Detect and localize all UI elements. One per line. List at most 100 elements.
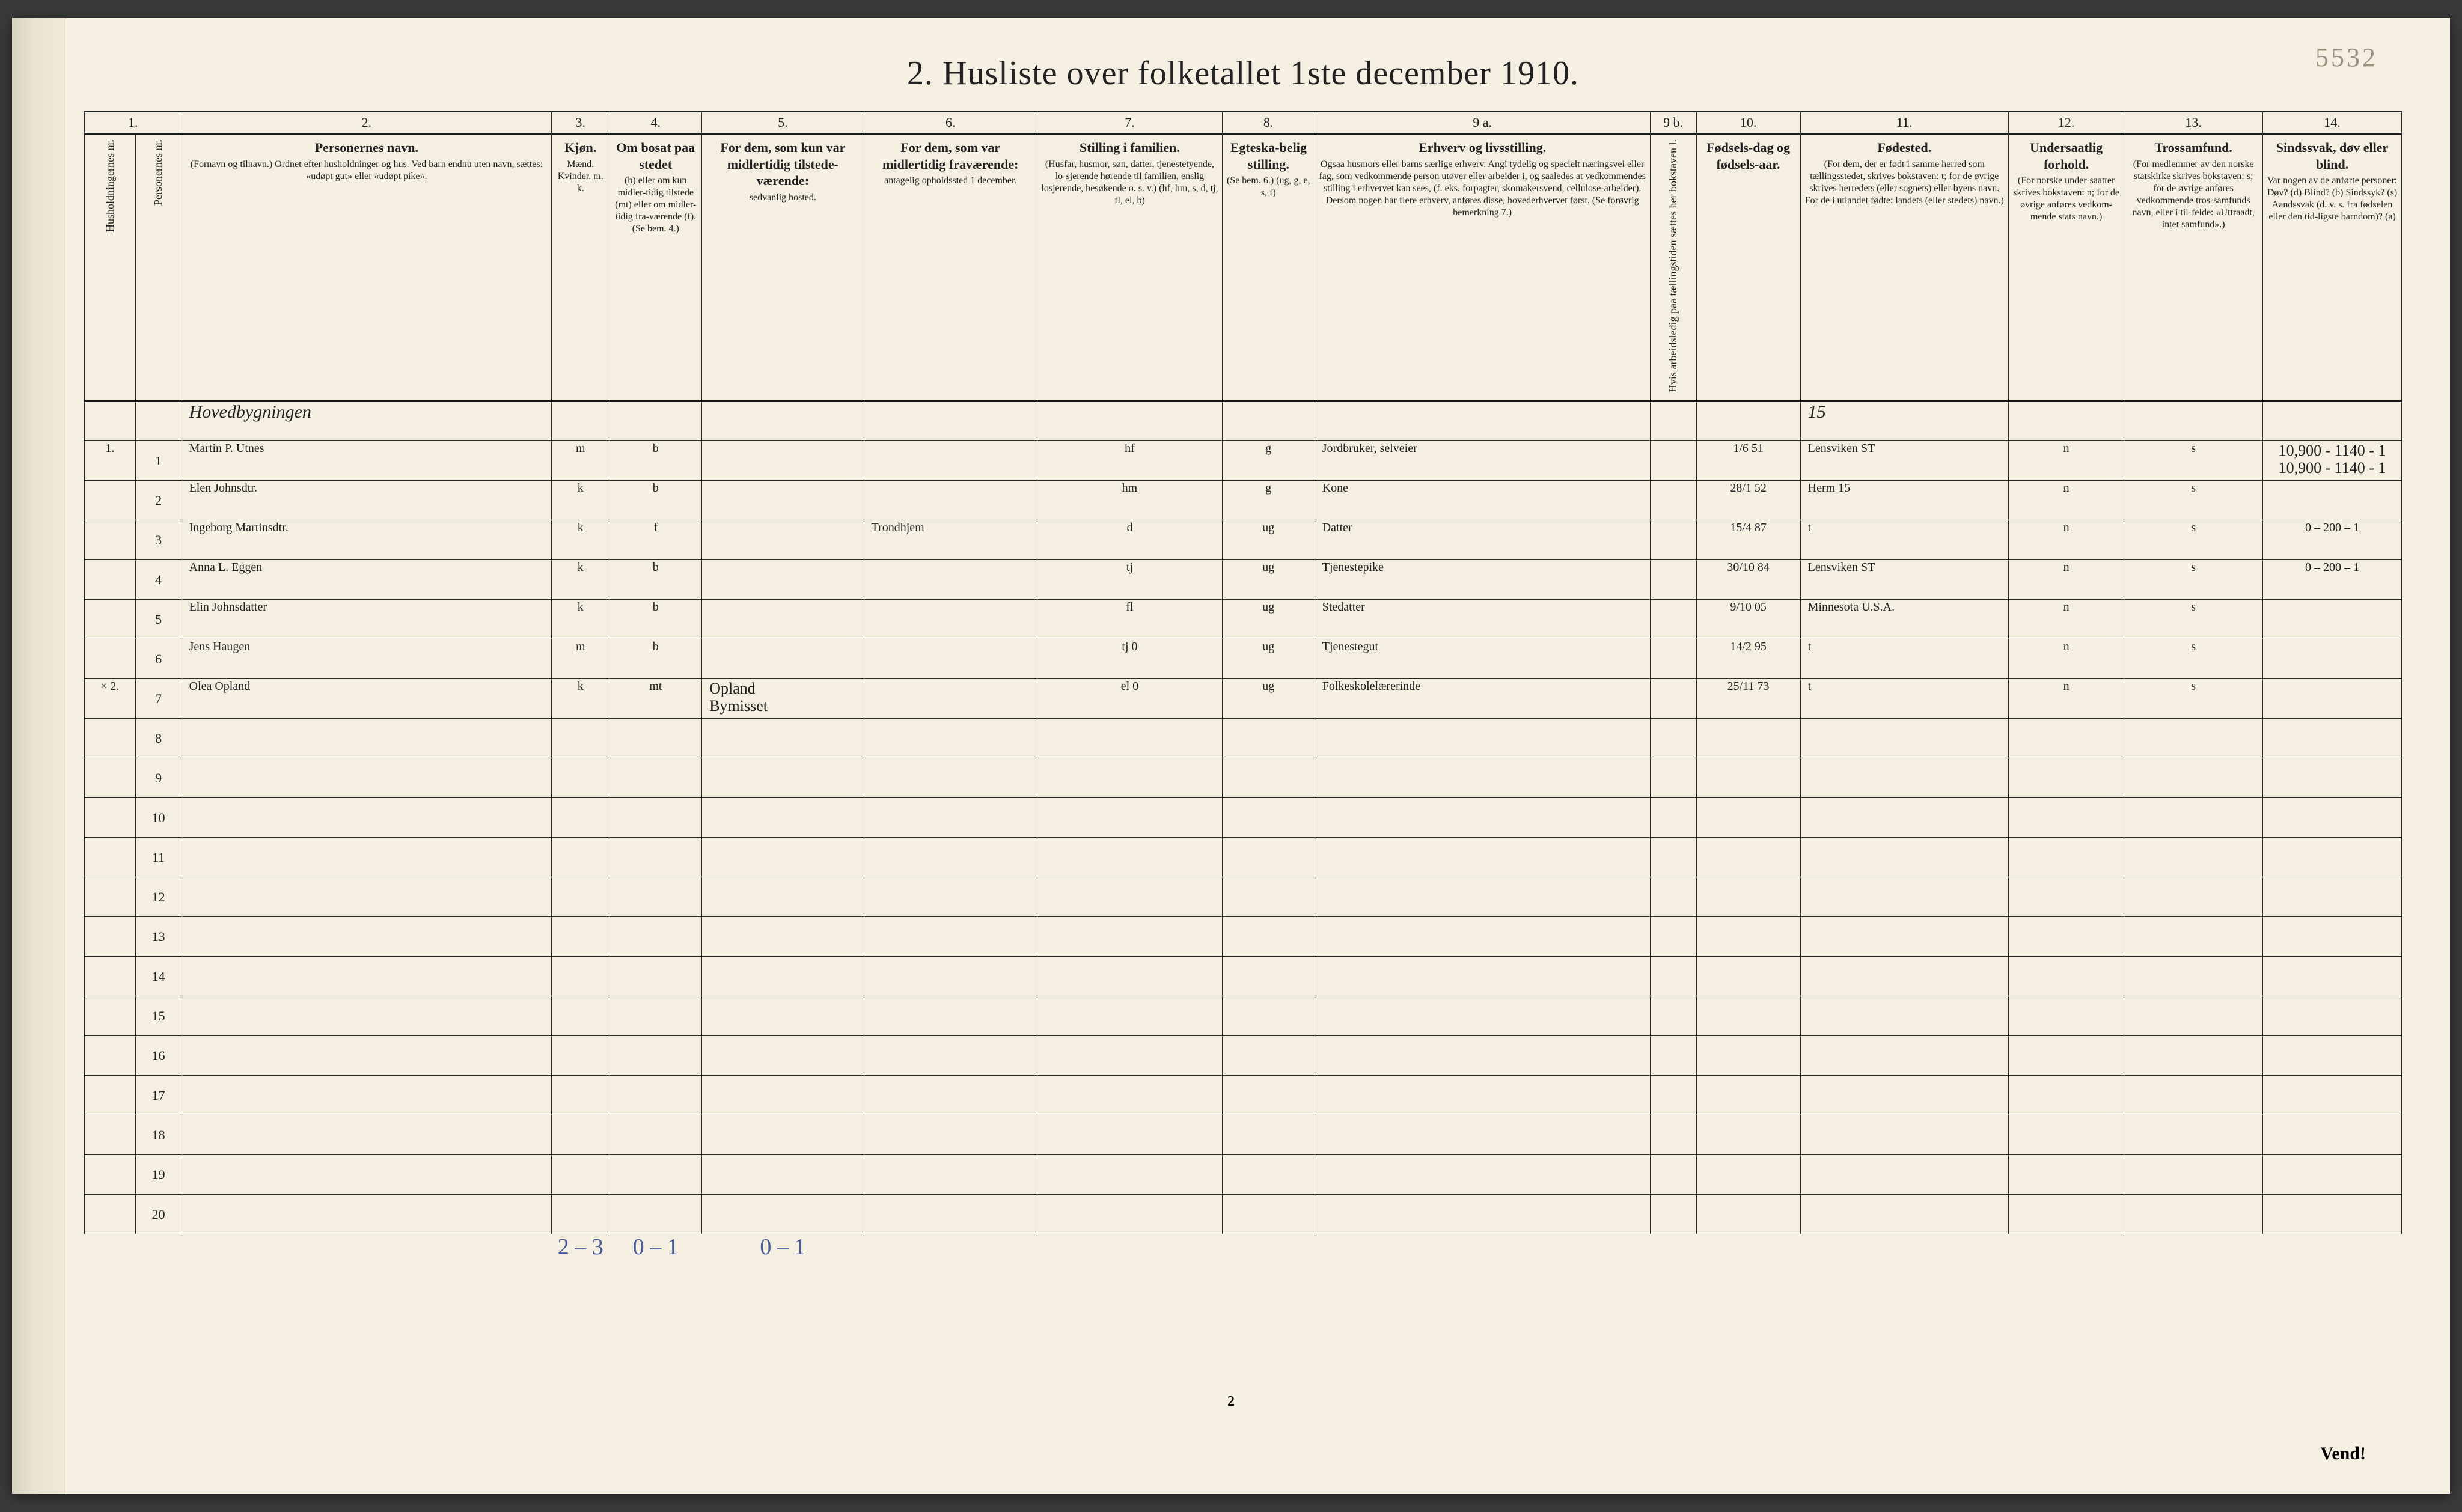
census-page: 5532 2. Husliste over folketallet 1ste d… — [12, 18, 2450, 1494]
empty-cell — [2124, 1155, 2263, 1195]
temp-present-place — [702, 639, 864, 679]
temp-absent-place — [864, 639, 1037, 679]
empty-cell — [2008, 1076, 2124, 1115]
nationality: n — [2008, 560, 2124, 600]
temp-present-place — [702, 481, 864, 520]
occupation: Kone — [1315, 481, 1650, 520]
table-row: 9 — [85, 758, 2402, 798]
tally-cell — [1650, 1234, 1696, 1274]
sex: m — [552, 441, 609, 481]
person-no: 12 — [135, 877, 182, 917]
empty-cell — [182, 838, 552, 877]
empty-cell — [609, 1155, 702, 1195]
table-row: 19 — [85, 1155, 2402, 1195]
empty-cell — [1315, 1195, 1650, 1234]
table-row: 3Ingeborg Martinsdtr.kfTrondhjemdugDatte… — [85, 520, 2402, 560]
empty-cell — [1696, 957, 1800, 996]
disability-notes: 10,900 - 1140 - 1 10,900 - 1140 - 1 — [2263, 441, 2402, 481]
empty-cell — [2124, 996, 2263, 1036]
empty-cell — [1696, 917, 1800, 957]
family-position: tj — [1037, 560, 1223, 600]
colnum-13: 13. — [2124, 112, 2263, 134]
hdr-family-pos: Stilling i familien.(Husfar, husmor, søn… — [1037, 134, 1223, 401]
empty-cell — [1696, 1036, 1800, 1076]
empty-cell — [552, 877, 609, 917]
empty-cell — [1650, 838, 1696, 877]
person-no: 7 — [135, 679, 182, 719]
hdr-person-no: Personernes nr. — [135, 134, 182, 401]
empty-cell — [864, 1155, 1037, 1195]
colnum-11: 11. — [1800, 112, 2008, 134]
household-no — [85, 520, 136, 560]
sex: m — [552, 639, 609, 679]
empty-cell — [864, 957, 1037, 996]
temp-present-place — [702, 520, 864, 560]
table-row: 2Elen Johnsdtr.kbhmgKone28/1 52Herm 15ns — [85, 481, 2402, 520]
temp-present-place — [702, 401, 864, 441]
empty-cell — [864, 917, 1037, 957]
empty-cell — [85, 838, 136, 877]
empty-cell — [1800, 798, 2008, 838]
residence-status: f — [609, 520, 702, 560]
residence-status: b — [609, 481, 702, 520]
family-position: d — [1037, 520, 1223, 560]
birthplace: t — [1800, 639, 2008, 679]
empty-cell — [2008, 1036, 2124, 1076]
empty-cell — [609, 719, 702, 758]
empty-cell — [1800, 1195, 2008, 1234]
empty-cell — [2008, 798, 2124, 838]
birthdate: 28/1 52 — [1696, 481, 1800, 520]
empty-cell — [1222, 798, 1315, 838]
empty-cell — [864, 1076, 1037, 1115]
empty-cell — [2124, 1036, 2263, 1076]
marital-status: g — [1222, 441, 1315, 481]
table-row: 14 — [85, 957, 2402, 996]
disability-notes — [2263, 639, 2402, 679]
household-no — [85, 481, 136, 520]
temp-absent-place — [864, 481, 1037, 520]
empty-cell — [1650, 1115, 1696, 1155]
empty-cell — [1696, 877, 1800, 917]
sex: k — [552, 560, 609, 600]
empty-cell — [2008, 1155, 2124, 1195]
empty-cell — [1696, 798, 1800, 838]
empty-cell — [864, 798, 1037, 838]
empty-cell — [2263, 1036, 2402, 1076]
empty-cell — [702, 1036, 864, 1076]
table-row: 11 — [85, 838, 2402, 877]
nationality: n — [2008, 679, 2124, 719]
table-row: 8 — [85, 719, 2402, 758]
empty-cell — [1037, 957, 1223, 996]
person-no: 10 — [135, 798, 182, 838]
empty-cell — [2124, 1076, 2263, 1115]
empty-cell — [1222, 1115, 1315, 1155]
empty-cell — [1650, 1195, 1696, 1234]
hdr-birthdate: Fødsels-dag og fødsels-aar. — [1696, 134, 1800, 401]
tally-cell: 2 – 3 — [552, 1234, 609, 1274]
empty-cell — [1650, 758, 1696, 798]
residence-status: b — [609, 639, 702, 679]
hdr-occupation: Erhverv og livsstilling.Ogsaa husmors el… — [1315, 134, 1650, 401]
census-table: 1. 2. 3. 4. 5. 6. 7. 8. 9 a. 9 b. 10. 11… — [84, 111, 2402, 1274]
tally-cell — [1696, 1234, 1800, 1274]
sex: k — [552, 481, 609, 520]
empty-cell — [1315, 1076, 1650, 1115]
disability-notes — [2263, 600, 2402, 639]
hdr-temp-absent: For dem, som var midlertidig fraværende:… — [864, 134, 1037, 401]
sex: k — [552, 679, 609, 719]
empty-cell — [1037, 838, 1223, 877]
empty-cell — [864, 996, 1037, 1036]
empty-cell — [1315, 957, 1650, 996]
empty-cell — [2124, 798, 2263, 838]
empty-cell — [552, 758, 609, 798]
unemployed-flag — [1650, 441, 1696, 481]
empty-cell — [1315, 1036, 1650, 1076]
empty-cell — [609, 917, 702, 957]
family-position: el 0 — [1037, 679, 1223, 719]
tally-cell — [2008, 1234, 2124, 1274]
empty-cell — [1037, 1036, 1223, 1076]
sex — [552, 401, 609, 441]
empty-cell — [85, 917, 136, 957]
hdr-disability: Sindssvak, døv eller blind.Var nogen av … — [2263, 134, 2402, 401]
disability-notes: 0 – 200 – 1 — [2263, 560, 2402, 600]
